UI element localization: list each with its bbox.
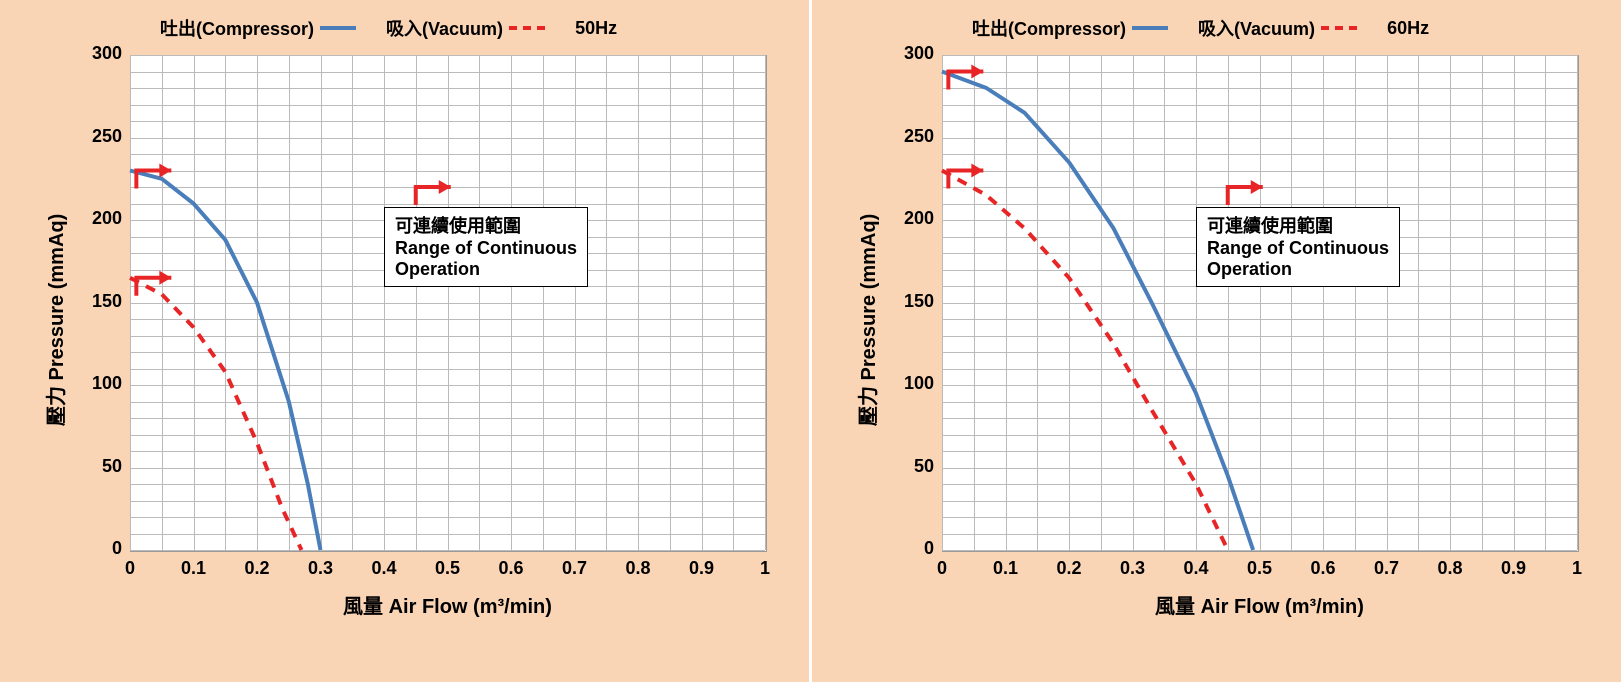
annotation-line2: Range of Continuous bbox=[1207, 238, 1389, 259]
chart-pair-container: 00.10.20.30.40.50.60.70.80.9105010015020… bbox=[0, 0, 1621, 682]
annotation-arrow-icon bbox=[1228, 180, 1263, 205]
vacuum-curve bbox=[130, 278, 302, 550]
curves-svg bbox=[0, 0, 809, 682]
annotation-line3: Operation bbox=[395, 259, 577, 280]
annotation-arrow-icon bbox=[416, 180, 451, 205]
vacuum-curve bbox=[942, 171, 1228, 551]
compressor-curve bbox=[942, 72, 1253, 551]
chart-panel-50Hz: 00.10.20.30.40.50.60.70.80.9105010015020… bbox=[0, 0, 809, 682]
annotation-line1: 可連續使用範圍 bbox=[1207, 212, 1389, 238]
annotation-line2: Range of Continuous bbox=[395, 238, 577, 259]
chart-panel-60Hz: 00.10.20.30.40.50.60.70.80.9105010015020… bbox=[812, 0, 1621, 682]
annotation-box: 可連續使用範圍Range of ContinuousOperation bbox=[1196, 207, 1400, 287]
annotation-line3: Operation bbox=[1207, 259, 1389, 280]
annotation-box: 可連續使用範圍Range of ContinuousOperation bbox=[384, 207, 588, 287]
curves-svg bbox=[812, 0, 1621, 682]
annotation-line1: 可連續使用範圍 bbox=[395, 212, 577, 238]
compressor-curve bbox=[130, 171, 321, 551]
